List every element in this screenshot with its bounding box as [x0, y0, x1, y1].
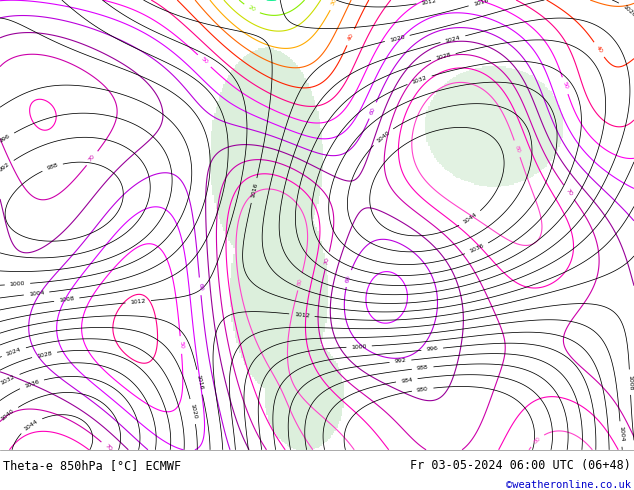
Text: 70: 70 — [87, 154, 96, 163]
Text: 30: 30 — [330, 0, 339, 7]
Text: 80: 80 — [533, 436, 541, 445]
Text: 1020: 1020 — [622, 3, 634, 18]
Text: 1000: 1000 — [10, 281, 25, 287]
Text: 1004: 1004 — [29, 290, 44, 297]
Text: 1012: 1012 — [294, 312, 310, 318]
Text: 1016: 1016 — [473, 0, 489, 7]
Text: 1020: 1020 — [189, 403, 197, 419]
Text: 1020: 1020 — [389, 34, 405, 43]
Text: 988: 988 — [417, 365, 429, 371]
Text: 1040: 1040 — [375, 130, 391, 144]
Text: 60: 60 — [345, 274, 352, 283]
Text: 40: 40 — [347, 33, 354, 42]
Text: 1004: 1004 — [618, 426, 624, 442]
Text: 996: 996 — [0, 133, 11, 144]
Text: 996: 996 — [426, 346, 438, 352]
Text: 20: 20 — [247, 5, 256, 13]
Text: 1008: 1008 — [627, 374, 633, 390]
Text: 1032: 1032 — [0, 374, 16, 386]
Text: 80: 80 — [297, 277, 303, 286]
Text: 1016: 1016 — [250, 182, 258, 198]
Text: 1044: 1044 — [23, 418, 39, 432]
Text: 1024: 1024 — [444, 35, 461, 44]
Text: 70: 70 — [103, 443, 113, 452]
Text: 1012: 1012 — [421, 0, 437, 5]
Text: 992: 992 — [394, 358, 406, 365]
Text: 60: 60 — [369, 106, 377, 115]
Text: 1040: 1040 — [0, 408, 15, 422]
Text: 60: 60 — [197, 282, 203, 291]
Text: 50: 50 — [562, 81, 569, 90]
Text: 1044: 1044 — [462, 212, 478, 225]
Text: 40: 40 — [595, 45, 604, 54]
Text: 1028: 1028 — [36, 350, 53, 359]
Text: 1036: 1036 — [23, 379, 40, 389]
Text: Fr 03-05-2024 06:00 UTC (06+48): Fr 03-05-2024 06:00 UTC (06+48) — [410, 459, 631, 471]
Text: ©weatheronline.co.uk: ©weatheronline.co.uk — [506, 480, 631, 490]
Text: 980: 980 — [417, 386, 429, 393]
Text: 1032: 1032 — [411, 75, 428, 85]
Text: Theta-e 850hPa [°C] ECMWF: Theta-e 850hPa [°C] ECMWF — [3, 459, 181, 471]
Text: 80: 80 — [514, 145, 521, 153]
Text: 50: 50 — [200, 56, 209, 65]
Text: 1024: 1024 — [6, 347, 22, 357]
Text: 1000: 1000 — [351, 343, 367, 349]
Text: 1016: 1016 — [196, 374, 204, 391]
Text: 50: 50 — [178, 341, 184, 349]
Text: 1028: 1028 — [435, 52, 451, 61]
Text: 70: 70 — [564, 188, 573, 197]
Text: 992: 992 — [0, 161, 11, 172]
Text: 1012: 1012 — [130, 298, 146, 305]
Text: 988: 988 — [46, 163, 59, 172]
Text: 984: 984 — [401, 377, 413, 384]
Text: 70: 70 — [324, 256, 330, 265]
Text: 1036: 1036 — [469, 243, 485, 254]
Text: 1008: 1008 — [59, 296, 75, 303]
